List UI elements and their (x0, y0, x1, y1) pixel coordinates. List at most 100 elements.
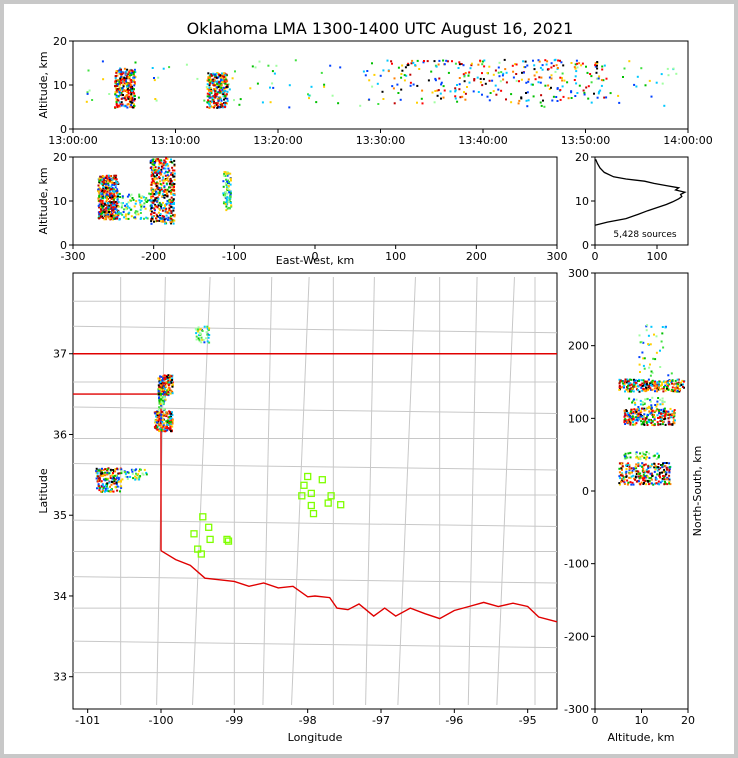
east-west-source (98, 200, 101, 203)
north-south-source (658, 483, 661, 486)
north-south-source (641, 462, 644, 465)
time-height-source (119, 79, 122, 82)
north-south-source (653, 454, 656, 457)
north-south-source (656, 408, 659, 411)
north-south-source (630, 408, 633, 411)
plan-view-source (113, 479, 116, 482)
plan-view-source (100, 490, 103, 493)
time-height-source (491, 79, 494, 82)
east-west-source (98, 203, 101, 206)
east-west-source (153, 164, 156, 166)
time-height-source (617, 94, 620, 97)
time-height-source (218, 73, 220, 76)
plan-view-source (170, 430, 172, 433)
east-west-source (168, 190, 171, 193)
north-south-source (652, 416, 654, 418)
plan-view-source (103, 485, 106, 488)
north-south-source (635, 467, 638, 470)
north-south-source (669, 423, 672, 426)
east-west-source (140, 216, 143, 219)
east-west-source (121, 196, 124, 199)
north-south-source (653, 384, 656, 387)
north-south-source (628, 388, 631, 391)
time-height-source (583, 93, 586, 96)
north-south-source (619, 477, 622, 480)
time-height-source (570, 62, 573, 64)
time-height-source (467, 74, 470, 77)
east-west-source (172, 206, 175, 209)
north-south-source (627, 464, 630, 466)
east-west-source (155, 182, 158, 185)
time-height-source (215, 72, 218, 75)
east-west-source (140, 196, 143, 199)
time-height-source (456, 100, 459, 103)
east-west-source (149, 204, 152, 207)
plan-view-source (114, 470, 117, 473)
east-west-source (162, 194, 165, 197)
east-west-source (163, 161, 166, 164)
time-height-source (211, 78, 214, 81)
time-height-source (494, 84, 497, 87)
time-height-source (127, 88, 129, 91)
time-height-source (599, 89, 602, 92)
east-west-source (163, 196, 166, 199)
plan-view-ylabel: Latitude (37, 468, 50, 514)
east-west-source (149, 161, 152, 164)
time-height-source (426, 60, 429, 63)
east-west-source (120, 206, 123, 209)
plan-view-source (168, 381, 171, 384)
time-height-source (118, 86, 121, 89)
time-height-source (128, 71, 131, 74)
time-height-source (481, 93, 483, 96)
east-west-source (157, 182, 160, 185)
north-south-source (682, 383, 684, 386)
plan-view-source (158, 414, 161, 417)
east-west-source (173, 172, 176, 175)
time-height-source (400, 88, 403, 91)
east-west-source (162, 220, 164, 223)
plan-view-source (206, 325, 209, 328)
time-height-source (155, 99, 158, 102)
time-height-source (223, 88, 226, 91)
time-height-source (117, 88, 120, 90)
north-south-source (657, 480, 660, 483)
north-south-source (634, 478, 637, 481)
time-height-source (116, 98, 119, 101)
time-height-source (400, 76, 403, 79)
east-west-source (166, 195, 169, 198)
east-west-source (114, 195, 117, 198)
east-west-source (164, 164, 167, 167)
time-height-source (436, 89, 439, 92)
east-west-source (167, 201, 170, 204)
north-south-source (647, 470, 650, 473)
north-south-source (632, 382, 635, 385)
north-south-source (677, 385, 680, 388)
time-height-source (550, 86, 552, 89)
time-height-source (114, 85, 117, 88)
north-south-source (626, 479, 629, 482)
time-height-source (211, 106, 214, 109)
north-south-source (654, 404, 657, 406)
east-west-source (166, 158, 169, 160)
east-west-source (223, 195, 226, 198)
time-height-source (131, 89, 134, 92)
east-west-source (97, 190, 100, 192)
north-south-source (643, 367, 646, 370)
north-south-ytick-label: 100 (568, 412, 589, 425)
east-west-source (224, 196, 227, 199)
east-west-source (159, 189, 161, 192)
north-south-source (680, 384, 683, 386)
east-west-source (160, 188, 163, 191)
county-lines (72, 277, 558, 705)
plan-view-source (120, 472, 123, 475)
time-height-source (121, 87, 124, 90)
time-height-source (227, 83, 230, 86)
north-south-source (620, 462, 623, 465)
time-height-source (416, 101, 418, 104)
time-height-source (258, 60, 261, 63)
north-south-source (649, 482, 652, 485)
east-west-source (130, 199, 132, 202)
east-west-source (222, 192, 225, 195)
time-height-source (546, 60, 549, 63)
north-south-source (633, 408, 636, 411)
